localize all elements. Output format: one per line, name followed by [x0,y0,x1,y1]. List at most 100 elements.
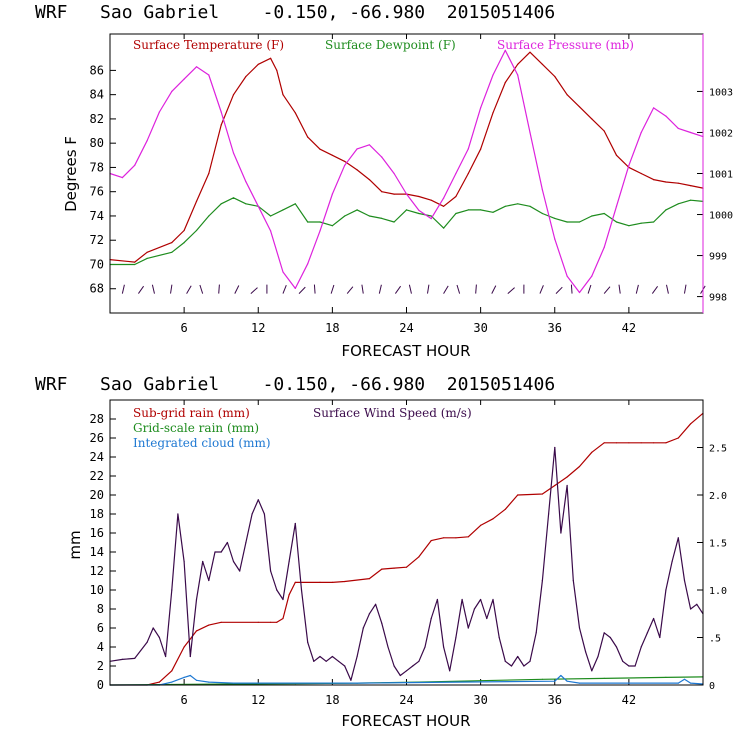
point-surface-dewpoint-39 [615,221,618,223]
point-surface-pressure-45 [665,115,667,117]
point-surface-temperature-13 [282,94,284,96]
p1-ytick-label-5: 78 [90,160,104,174]
point-sub-grid-rain-30 [541,493,544,495]
legend-gridscale-rain: Grid-scale rain (mm) [133,421,259,435]
point-surface-pressure-2 [134,164,136,166]
point-sub-grid-rain-7 [220,621,222,623]
point-surface-wind-speed-15 [220,551,222,553]
point-surface-dewpoint-40 [628,225,630,227]
point-surface-wind-speed-64 [523,665,525,667]
point-surface-temperature-34 [541,63,544,65]
p1-ytick-label-3: 74 [90,209,104,223]
point-surface-temperature-10 [257,63,259,65]
point-surface-pressure-35 [541,189,544,191]
point-surface-wind-speed-27 [294,522,296,525]
point-surface-wind-speed-56 [473,608,475,610]
point-surface-temperature-20 [368,179,370,181]
point-surface-dewpoint-45 [690,199,692,201]
point-surface-pressure-17 [319,230,321,232]
point-surface-temperature-45 [677,182,679,184]
point-surface-dewpoint-33 [541,212,544,215]
point-surface-pressure-28 [455,172,457,175]
point-sub-grid-rain-10 [276,621,278,623]
point-surface-pressure-4 [158,111,160,113]
p2-ytick-label-6: 12 [90,564,104,578]
p2-ytick-label-12: 24 [90,450,104,464]
point-surface-pressure-30 [480,107,482,109]
point-surface-pressure-21 [368,144,370,146]
point-surface-pressure-14 [282,271,284,273]
point-surface-dewpoint-22 [405,209,408,211]
wind-barb [361,284,364,294]
point-surface-temperature-30 [492,112,494,114]
point-surface-dewpoint-36 [578,221,581,223]
point-integrated-cloud-8 [356,682,358,684]
point-sub-grid-rain-41 [677,437,679,439]
point-surface-dewpoint-32 [529,205,531,207]
point-surface-dewpoint-31 [517,203,519,205]
point-surface-pressure-27 [443,197,445,199]
point-integrated-cloud-3 [183,676,185,679]
p2-ytick-label-1: 2 [97,659,104,673]
point-surface-dewpoint-34 [554,217,556,219]
point-surface-wind-speed-35 [344,665,346,667]
point-surface-dewpoint-12 [282,209,284,211]
legend-surface-pressure: Surface Pressure (mb) [497,38,634,52]
point-surface-wind-speed-23 [270,570,272,572]
panel1-plot: 6 12 18 24 30 36 42 68 70 72 74 76 78 80 82 84 86 998 999 1… [90,33,733,335]
point-surface-temperature-27 [455,195,457,198]
point-surface-wind-speed-75 [591,670,593,672]
point-surface-dewpoint-2 [146,257,148,259]
point-surface-dewpoint-19 [368,215,370,217]
point-surface-wind-speed-84 [646,632,649,634]
point-surface-dewpoint-5 [195,229,198,232]
point-surface-dewpoint-30 [504,205,506,207]
panel2-plot: 6 12 18 24 30 36 4202468101214161820222426280.… [90,399,727,707]
point-surface-temperature-37 [578,106,581,108]
point-surface-temperature-1 [134,261,136,263]
point-sub-grid-rain-28 [504,508,506,510]
point-surface-wind-speed-62 [510,665,513,667]
point-surface-wind-speed-48 [424,646,426,648]
point-surface-dewpoint-24 [430,215,432,217]
point-surface-wind-speed-53 [455,636,457,639]
point-sub-grid-rain-12 [288,594,290,596]
point-integrated-cloud-14 [683,678,686,680]
point-grid-scale-rain-2 [232,683,235,685]
point-surface-wind-speed-66 [535,632,537,634]
wind-barb [507,287,515,294]
wind-barb [603,286,611,294]
panel1-ylabel: Degrees F [62,136,80,212]
point-surface-temperature-25 [430,199,432,201]
point-surface-temperature-35 [554,75,556,78]
point-sub-grid-rain-9 [270,621,272,623]
point-surface-dewpoint-7 [220,203,222,205]
point-surface-wind-speed-72 [572,579,574,582]
point-surface-dewpoint-11 [270,215,272,217]
point-sub-grid-rain-27 [492,518,494,520]
point-grid-scale-rain-7 [541,678,544,680]
point-surface-wind-speed-91 [690,608,692,610]
point-surface-wind-speed-54 [461,598,463,601]
point-grid-scale-rain-8 [603,677,605,680]
point-surface-temperature-40 [615,154,618,156]
wind-barb [346,286,354,294]
p1-ytick-label-0: 68 [90,282,104,296]
point-surface-temperature-8 [232,94,235,96]
point-sub-grid-rain-8 [257,621,259,623]
series-line-sub-grid-rain [110,412,704,686]
point-surface-dewpoint-35 [566,221,568,223]
point-surface-wind-speed-44 [399,674,401,677]
p2-xtick-label-0: 6 [181,693,188,707]
point-sub-grid-rain-32 [566,476,568,478]
point-surface-wind-speed-10 [189,655,191,658]
point-surface-dewpoint-25 [443,227,445,229]
p1-ytick-label-6: 80 [90,136,104,150]
point-surface-pressure-11 [245,181,247,183]
point-surface-wind-speed-47 [418,660,420,662]
point-surface-wind-speed-25 [282,598,284,601]
point-surface-temperature-18 [344,160,346,162]
point-sub-grid-rain-31 [554,484,556,487]
wind-barb [683,284,687,294]
point-sub-grid-rain-15 [331,581,333,584]
